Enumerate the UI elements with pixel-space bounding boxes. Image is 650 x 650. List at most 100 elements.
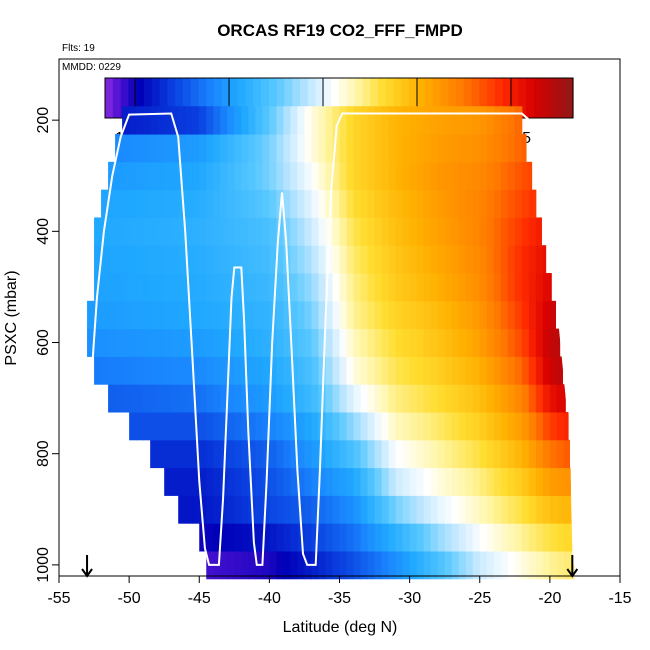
heatmap-cell <box>388 106 397 135</box>
heatmap-cell <box>423 439 432 469</box>
heatmap-cell <box>465 439 474 469</box>
heatmap-cell <box>304 106 312 135</box>
heatmap-cell <box>374 523 383 552</box>
heatmap-cell <box>262 384 270 413</box>
heatmap-cell <box>115 300 123 330</box>
heatmap-cell <box>381 412 390 441</box>
heatmap-cell <box>297 356 305 385</box>
heatmap-cell <box>451 189 460 218</box>
heatmap-cell <box>241 217 249 246</box>
heatmap-cell <box>437 384 446 413</box>
colorbar-swatch <box>136 78 145 118</box>
heatmap-cell <box>507 189 516 218</box>
heatmap-cell <box>479 300 488 330</box>
heatmap-cell <box>507 217 516 246</box>
heatmap-cell <box>528 189 537 218</box>
heatmap-cell <box>150 328 158 357</box>
heatmap-cell <box>479 467 488 496</box>
heatmap-cell <box>283 106 291 135</box>
heatmap-cell <box>430 217 439 246</box>
heatmap-cell <box>556 384 565 413</box>
heatmap-cell <box>241 384 249 413</box>
heatmap-cell <box>185 217 193 246</box>
colorbar-swatch <box>214 78 223 118</box>
heatmap-cell <box>213 384 221 413</box>
heatmap-cell <box>213 217 221 246</box>
colorbar-swatch <box>284 78 293 118</box>
heatmap-cell <box>143 384 151 413</box>
colorbar-swatch <box>495 78 504 118</box>
heatmap-cell <box>122 356 130 385</box>
heatmap-cell <box>269 495 277 524</box>
heatmap-cell <box>360 106 369 135</box>
colorbar-swatch <box>401 78 410 118</box>
heatmap-cell <box>129 217 137 246</box>
heatmap-cell <box>171 217 179 246</box>
heatmap-cell <box>290 467 298 496</box>
colorbar-swatch <box>315 78 324 118</box>
heatmap-cell <box>171 439 179 469</box>
heatmap-cell <box>129 245 137 274</box>
heatmap-cell <box>108 356 116 385</box>
heatmap <box>87 106 575 580</box>
heatmap-cell <box>388 439 397 469</box>
heatmap-cell <box>290 106 298 135</box>
heatmap-cell <box>367 495 376 524</box>
heatmap-cell <box>332 356 340 385</box>
heatmap-cell <box>129 412 137 441</box>
colorbar-swatch <box>409 78 418 118</box>
heatmap-cell <box>360 384 369 413</box>
heatmap-cell <box>248 273 256 302</box>
heatmap-cell <box>136 328 144 357</box>
heatmap-cell <box>101 356 109 385</box>
heatmap-cell <box>199 161 207 191</box>
heatmap-cell <box>514 217 523 246</box>
heatmap-cell <box>297 439 305 469</box>
heatmap-cell <box>234 134 242 163</box>
heatmap-cell <box>136 134 144 163</box>
heatmap-cell <box>346 217 355 246</box>
heatmap-cell <box>332 412 340 441</box>
heatmap-cell <box>493 384 502 413</box>
heatmap-cell <box>234 495 242 524</box>
heatmap-cell <box>374 245 383 274</box>
heatmap-cell <box>122 273 130 302</box>
heatmap-cell <box>304 523 312 552</box>
heatmap-cell <box>185 245 193 274</box>
heatmap-cell <box>122 245 130 274</box>
heatmap-cell <box>360 134 369 163</box>
heatmap-cell <box>465 273 474 302</box>
colorbar-swatch <box>198 78 207 118</box>
heatmap-cell <box>290 356 298 385</box>
heatmap-cell <box>178 356 186 385</box>
heatmap-cell <box>500 384 509 413</box>
heatmap-cell <box>304 467 312 496</box>
heatmap-cell <box>157 300 165 330</box>
heatmap-cell <box>171 189 179 218</box>
heatmap-cell <box>507 495 516 524</box>
heatmap-cell <box>318 300 326 330</box>
heatmap-cell <box>115 217 123 246</box>
heatmap-cell <box>388 467 397 496</box>
heatmap-cell <box>178 467 186 496</box>
heatmap-cell <box>255 467 263 496</box>
heatmap-cell <box>129 300 137 330</box>
heatmap-cell <box>535 217 542 246</box>
colorbar-swatch <box>307 78 317 118</box>
heatmap-cell <box>318 356 326 385</box>
colorbar-swatch <box>534 78 543 118</box>
heatmap-cell <box>206 412 214 441</box>
heatmap-cell <box>269 134 277 163</box>
heatmap-cell <box>549 467 558 496</box>
heatmap-cell <box>213 273 221 302</box>
heatmap-cell <box>325 467 333 496</box>
heatmap-cell <box>255 328 263 357</box>
heatmap-cell <box>486 412 495 441</box>
colorbar <box>104 77 574 119</box>
heatmap-cell <box>171 412 179 441</box>
heatmap-cell <box>346 384 355 413</box>
heatmap-cell <box>444 106 453 135</box>
x-tick-label: -25 <box>468 590 491 607</box>
heatmap-cell <box>339 356 348 385</box>
heatmap-cell <box>129 384 137 413</box>
